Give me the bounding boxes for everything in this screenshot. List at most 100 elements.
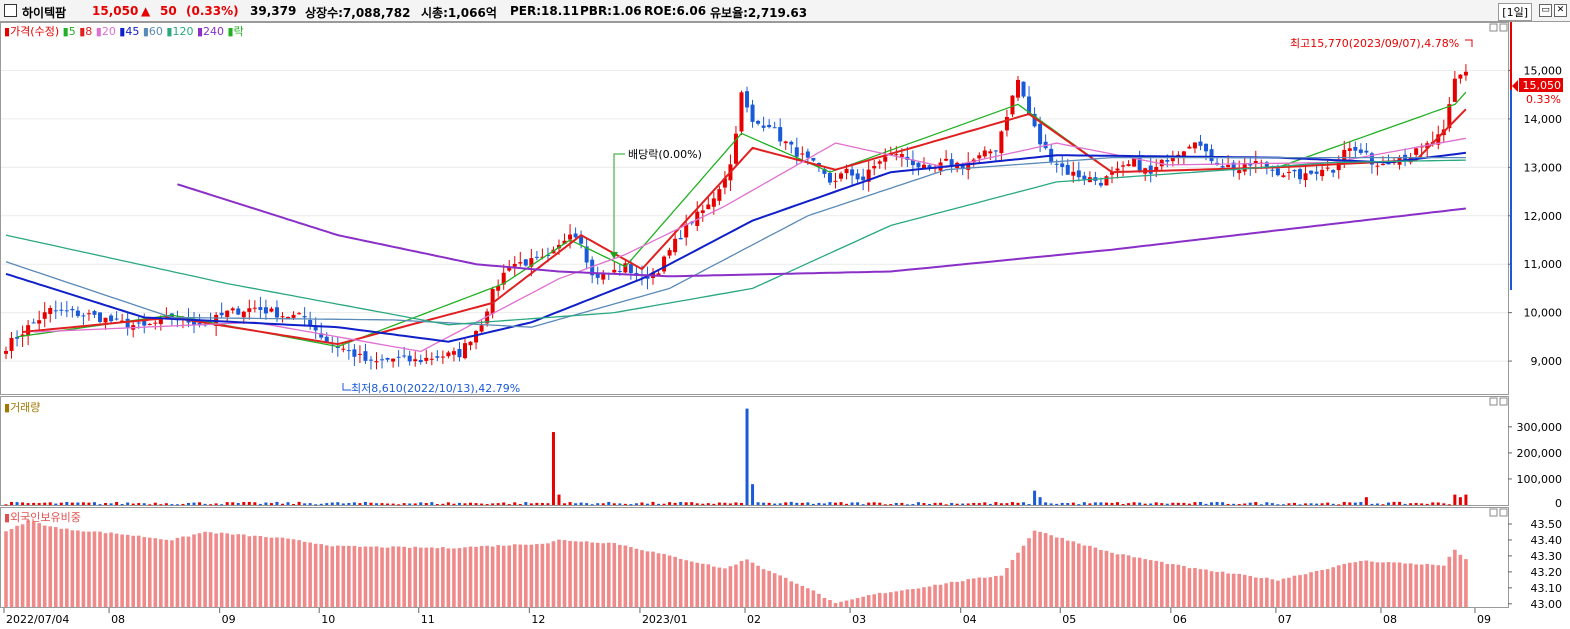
price-candle xyxy=(225,310,230,317)
foreign-ratio-bar xyxy=(1287,577,1291,607)
volume-bar xyxy=(922,503,926,505)
price-candle xyxy=(1159,159,1164,167)
foreign-ratio-bar xyxy=(678,558,683,607)
price-candle xyxy=(26,325,31,335)
price-candle xyxy=(1015,79,1020,98)
foreign-ratio-bar xyxy=(380,547,384,607)
price-candle xyxy=(64,310,69,312)
foreign-ratio-bar xyxy=(336,545,340,607)
volume-bar xyxy=(690,502,694,505)
roe-value: ROE:6.06 xyxy=(644,4,707,18)
price-candle xyxy=(916,162,921,168)
price-candle xyxy=(53,310,58,312)
price-candle xyxy=(490,288,495,314)
price-tick-label: 9,000 xyxy=(1531,355,1563,368)
price-candle xyxy=(313,327,318,331)
price-tick-label: 12,000 xyxy=(1524,210,1563,223)
volume-bar xyxy=(1298,504,1302,506)
volume-bar xyxy=(988,503,992,505)
price-candle xyxy=(993,150,998,152)
ma-legend-item: ▮5 xyxy=(62,25,76,38)
price-candle xyxy=(1375,165,1380,167)
foreign-ratio-bar xyxy=(590,542,594,607)
panel-minimize-icon xyxy=(1489,397,1498,406)
price-candle xyxy=(252,307,257,309)
foreign-ratio-bar xyxy=(983,577,987,607)
volume-bar xyxy=(1110,502,1114,505)
volume-tick-label: 200,000 xyxy=(1517,447,1563,460)
foreign-ratio-bar xyxy=(369,546,373,607)
restore-icon[interactable]: ▭ xyxy=(1539,4,1552,17)
foreign-ratio-bar xyxy=(1187,568,1192,607)
volume-bar xyxy=(214,503,218,505)
ma-8-line xyxy=(22,108,1467,346)
foreign-ratio-bar xyxy=(352,545,357,607)
price-candle xyxy=(855,173,860,180)
price-candle xyxy=(385,358,390,360)
volume-bar xyxy=(1447,504,1451,506)
foreign-ratio-bar xyxy=(1281,578,1286,607)
foreign-tick-label: 43.30 xyxy=(1531,550,1563,563)
volume-bar xyxy=(1165,503,1169,505)
foreign-ratio-bar xyxy=(490,546,495,607)
foreign-ratio-bar xyxy=(297,540,301,607)
volume-bar xyxy=(1071,502,1075,505)
price-candle xyxy=(1286,171,1291,173)
price-candle xyxy=(783,141,788,144)
price-candle xyxy=(109,315,114,322)
foreign-ratio-bar xyxy=(734,564,738,607)
price-candle xyxy=(1027,96,1032,114)
foreign-ratio-bar xyxy=(280,537,285,607)
foreign-ratio-bar xyxy=(1016,552,1020,607)
price-candle xyxy=(628,264,633,273)
foreign-ratio-bar xyxy=(131,535,135,607)
foreign-ratio-bar xyxy=(1148,560,1153,607)
price-candle xyxy=(1204,143,1209,152)
price-candle xyxy=(374,361,379,363)
price-candle xyxy=(308,320,313,327)
panel-close-icon xyxy=(1499,23,1508,32)
volume-bar xyxy=(1077,504,1081,506)
foreign-ratio-bar xyxy=(103,533,108,607)
price-candle xyxy=(142,320,147,326)
volume-bar xyxy=(1005,503,1009,505)
volume-bar xyxy=(1320,503,1324,505)
foreign-ratio-bar xyxy=(26,520,30,607)
foreign-ratio-bar xyxy=(1320,569,1324,607)
period-selector[interactable]: [1일] xyxy=(1498,3,1532,21)
panel-close-icon xyxy=(1499,508,1508,517)
volume-bar xyxy=(529,503,533,505)
volume-bar xyxy=(474,503,478,505)
volume-bar xyxy=(1464,494,1468,505)
volume-bar xyxy=(408,503,412,505)
price-candle xyxy=(1065,164,1070,175)
price-candle xyxy=(1132,158,1137,167)
foreign-ratio-bar xyxy=(1364,560,1369,607)
volume-bar xyxy=(834,502,837,505)
volume-bar xyxy=(203,503,207,505)
price-candle xyxy=(529,258,534,267)
price-candle xyxy=(280,316,285,318)
volume-bar xyxy=(303,503,307,505)
foreign-ratio-bar xyxy=(861,596,865,607)
foreign-ratio-bar xyxy=(1032,530,1037,607)
high-annotation: 최고15,770(2023/09/07),4.78% xyxy=(1290,37,1459,50)
ma-legend-item: ▮8 xyxy=(75,25,93,38)
price-candle xyxy=(451,351,456,355)
price-candle xyxy=(684,224,689,238)
volume-bar xyxy=(889,504,893,506)
select-checkbox[interactable] xyxy=(4,4,17,17)
x-tick-label: 04 xyxy=(963,613,977,626)
volume-bar xyxy=(1243,503,1247,505)
price-candle xyxy=(894,154,899,156)
price-candle xyxy=(750,104,755,122)
close-icon[interactable]: ✕ xyxy=(1554,4,1567,17)
volume-tick-label: 100,000 xyxy=(1517,473,1563,486)
volume-bar xyxy=(446,502,450,505)
volume-bar xyxy=(1149,503,1153,505)
x-tick-label: 03 xyxy=(852,613,866,626)
dividend-legend-label: 락 xyxy=(233,25,244,38)
volume-bar xyxy=(540,503,544,505)
foreign-ratio-bar xyxy=(1065,540,1070,607)
